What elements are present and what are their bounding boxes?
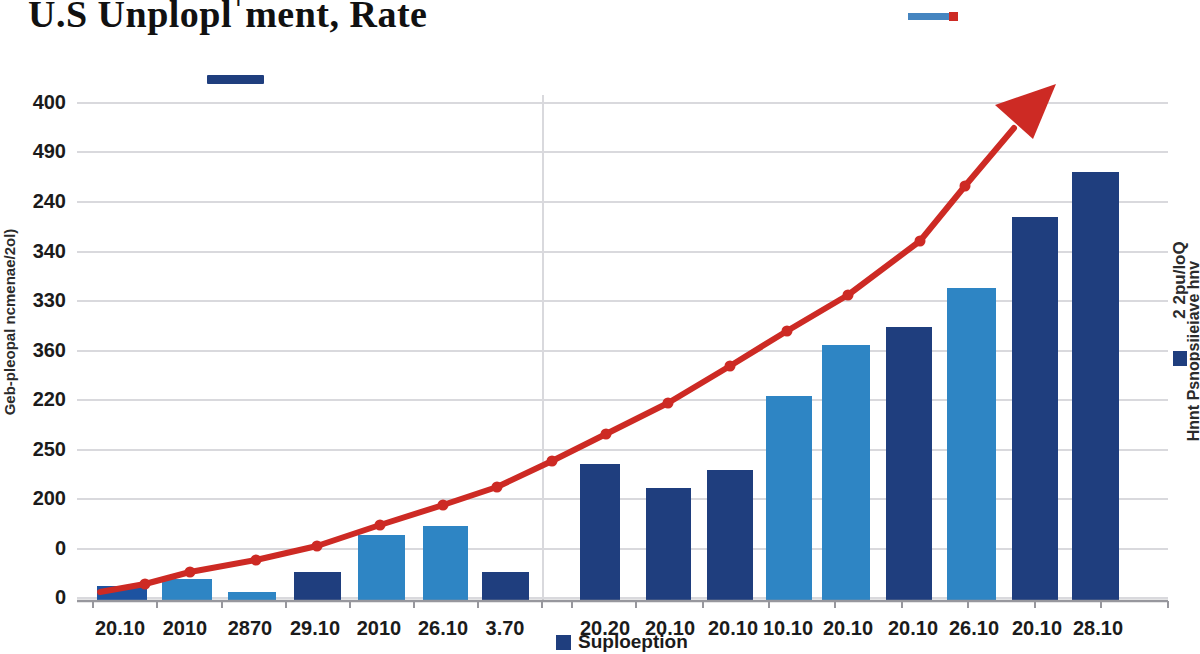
bar — [646, 488, 691, 601]
y-tick-label: 250 — [4, 438, 66, 461]
trend-line-marker — [725, 361, 736, 372]
bar — [423, 526, 468, 601]
trend-line-marker — [251, 555, 262, 566]
bar — [580, 464, 620, 601]
bottom-legend-swatch-icon — [556, 635, 571, 650]
bar — [766, 396, 812, 601]
y-tick-label: 490 — [4, 140, 66, 163]
trend-line-marker — [492, 482, 503, 493]
y-tick-label: 200 — [4, 487, 66, 510]
trend-arrow-icon — [995, 84, 1056, 139]
bar — [228, 592, 276, 601]
chart-canvas — [0, 0, 1200, 654]
trend-line-marker — [438, 500, 449, 511]
bar — [886, 327, 932, 601]
y-tick-label: 400 — [4, 91, 66, 114]
bar — [358, 535, 405, 601]
bottom-legend-label: Suploeption — [578, 631, 688, 653]
y-tick-label: 0 — [4, 586, 66, 609]
bar — [1012, 217, 1058, 601]
trend-line-marker — [547, 456, 558, 467]
trend-line-marker — [960, 181, 971, 192]
trend-line-marker — [312, 541, 323, 552]
y-tick-label: 0 — [4, 537, 66, 560]
bottom-legend: Suploeption — [556, 631, 688, 653]
bar — [707, 470, 753, 601]
trend-line-marker — [185, 567, 196, 578]
y-tick-label: 240 — [4, 190, 66, 213]
bar — [822, 345, 870, 601]
bar — [294, 572, 341, 601]
bar — [1072, 172, 1119, 601]
trend-line-marker — [375, 520, 386, 531]
trend-line-marker — [843, 290, 854, 301]
bar — [482, 572, 529, 601]
trend-line — [100, 128, 1014, 592]
bar — [162, 579, 212, 601]
chart-figure: U.S Unploplˈment, Rate 40049024034033036… — [0, 0, 1200, 654]
right-axis-title: Hnnt Psnopsiieiave hnv — [1185, 261, 1200, 441]
left-axis-title: Geb-pleopal ncmenae/2ol) — [1, 229, 18, 416]
trend-line-marker — [915, 236, 926, 247]
trend-line-marker — [782, 326, 793, 337]
trend-line-marker — [663, 398, 674, 409]
x-tick-label: 3.70 — [463, 617, 547, 640]
bar — [947, 288, 996, 601]
x-tick-label: 28.10 — [1056, 617, 1140, 640]
trend-line-marker — [601, 429, 612, 440]
trend-line-marker — [140, 579, 151, 590]
